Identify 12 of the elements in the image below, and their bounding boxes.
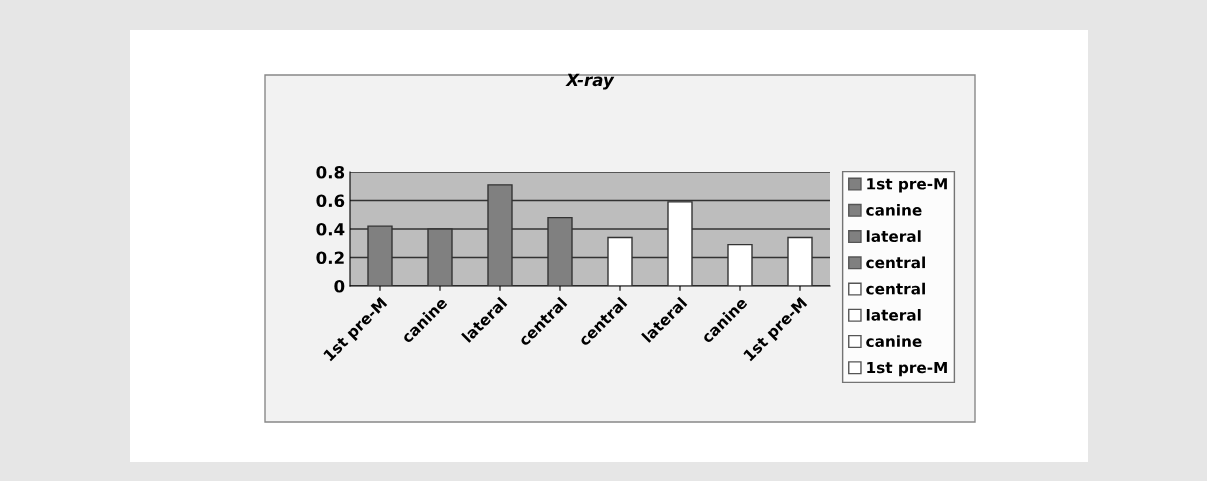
legend-label: central	[866, 256, 925, 269]
legend-label: canine	[866, 204, 922, 216]
legend-label: central	[866, 282, 925, 295]
y-tick-label: 0.6	[316, 194, 345, 208]
legend-label: 1st pre-M	[867, 178, 947, 193]
y-tick-label: 0.8	[316, 165, 345, 179]
chart-title: X-ray	[565, 73, 615, 90]
legend-label: 1st pre-M	[867, 361, 947, 377]
y-tick-label: 0.4	[316, 222, 345, 236]
y-tick-label: 0.2	[316, 251, 344, 265]
legend-label: lateral	[866, 230, 921, 243]
y-tick-label: 0	[334, 279, 345, 293]
